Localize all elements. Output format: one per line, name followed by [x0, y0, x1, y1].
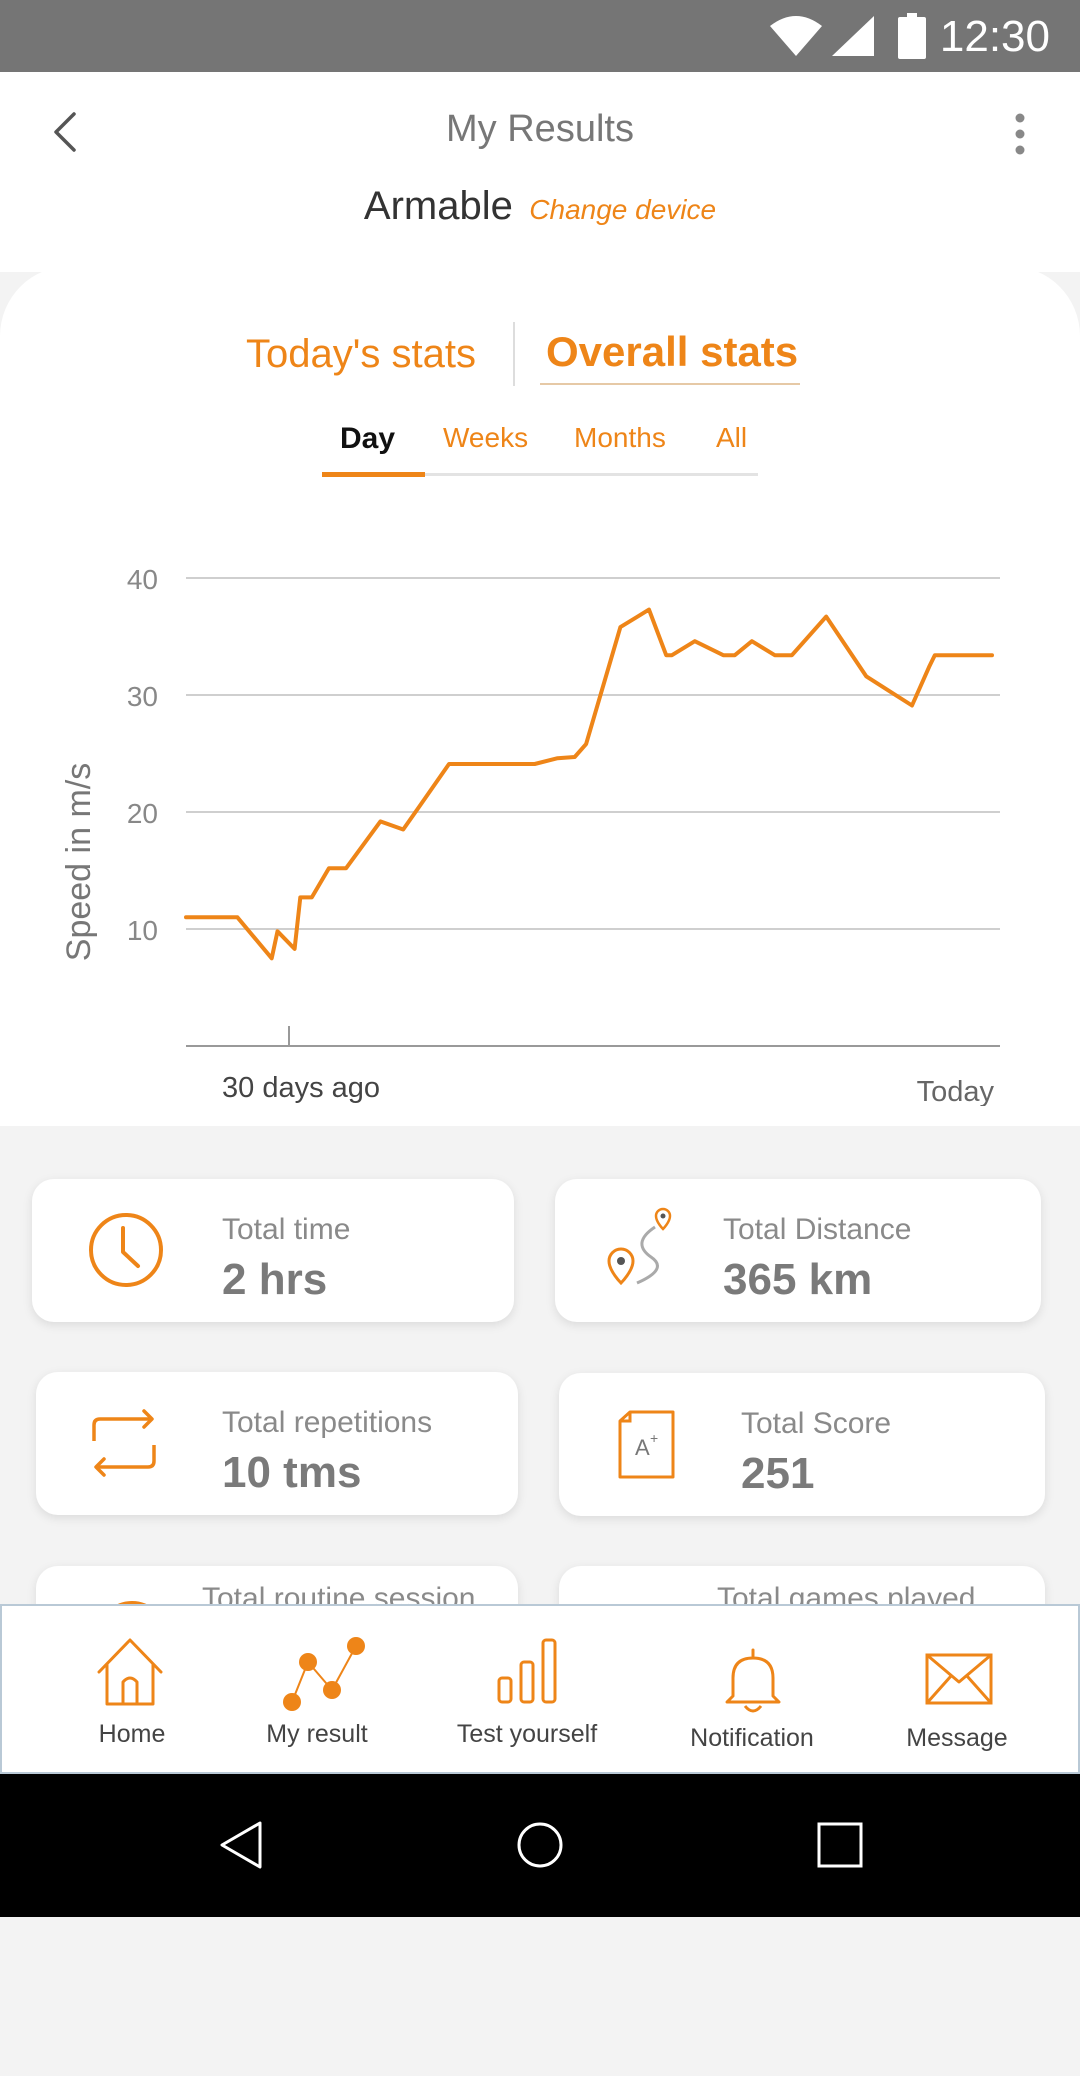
- y-tick-label: 30: [127, 681, 158, 712]
- nav-label: Notification: [690, 1724, 814, 1752]
- route-icon: [607, 1207, 672, 1286]
- nav-label: My result: [266, 1720, 368, 1748]
- system-recents-icon[interactable]: [817, 1822, 863, 1868]
- stat-card-total-repetitions: Total repetitions 10 tms: [36, 1372, 518, 1515]
- device-name: Armable: [363, 184, 513, 228]
- period-tabs: Day Weeks Months All: [322, 416, 758, 477]
- stat-value: 251: [741, 1449, 815, 1498]
- nav-test-yourself[interactable]: Test yourself: [442, 1606, 612, 1776]
- stat-card-total-time: Total time 2 hrs: [32, 1179, 514, 1322]
- device-row: Armable Change device: [0, 184, 1080, 229]
- speed-series-line: [184, 607, 994, 961]
- x-tick-label: Today: [917, 1076, 995, 1106]
- system-home-icon[interactable]: [515, 1820, 565, 1870]
- nav-label: Test yourself: [456, 1720, 598, 1748]
- system-navigation-bar: [0, 1774, 1080, 1917]
- score-icon: A +: [618, 1410, 675, 1479]
- stats-card: Today's stats Overall stats Day Weeks Mo…: [0, 266, 1080, 1126]
- clock-time: 12:30: [939, 12, 1050, 61]
- tab-months[interactable]: Months: [574, 422, 666, 453]
- signal-icon: [832, 16, 874, 56]
- tab-weeks[interactable]: Weeks: [443, 422, 529, 453]
- nav-my-result[interactable]: My result: [242, 1606, 392, 1776]
- app-header: My Results Armable Change device: [0, 72, 1080, 272]
- stat-card-total-score: A + Total Score 251: [559, 1373, 1045, 1516]
- page-title: My Results: [446, 108, 634, 150]
- bar-chart-icon: [497, 1638, 557, 1704]
- svg-text:A: A: [635, 1435, 650, 1460]
- y-tick-label: 40: [127, 564, 158, 595]
- tab-day[interactable]: Day: [340, 422, 396, 455]
- tab-overall-stats[interactable]: Overall stats: [546, 328, 799, 375]
- change-device-link[interactable]: Change device: [529, 194, 717, 225]
- bell-icon: [725, 1648, 781, 1713]
- stat-label: Total Score: [741, 1407, 892, 1440]
- stat-value: 2 hrs: [222, 1255, 328, 1304]
- stat-value: 10 tms: [222, 1448, 362, 1497]
- stat-label: Total Distance: [723, 1213, 912, 1246]
- stats-tabs: Today's stats Overall stats: [0, 296, 1080, 386]
- system-back-icon[interactable]: [218, 1820, 264, 1870]
- stat-value: 365 km: [723, 1255, 873, 1304]
- stat-label: Total repetitions: [222, 1406, 433, 1439]
- result-icon: [283, 1637, 365, 1711]
- battery-icon: [898, 13, 926, 59]
- tab-all[interactable]: All: [716, 422, 748, 453]
- repeat-icon: [92, 1409, 156, 1477]
- y-tick-label: 20: [127, 798, 158, 829]
- envelope-icon: [925, 1653, 993, 1705]
- stat-label: Total time: [222, 1213, 351, 1246]
- nav-notification[interactable]: Notification: [667, 1606, 837, 1776]
- y-axis-label: Speed in m/s: [60, 763, 98, 961]
- y-tick-label: 10: [127, 915, 158, 946]
- wifi-icon: [770, 16, 822, 56]
- svg-text:+: +: [650, 1430, 658, 1446]
- clock-icon: [89, 1213, 163, 1287]
- status-bar: 12:30: [0, 0, 1080, 72]
- speed-chart: 10 20 30 40 Speed in m/s 30 days ago Today: [60, 564, 1000, 1106]
- nav-message[interactable]: Message: [882, 1606, 1032, 1776]
- more-options-icon[interactable]: [1010, 110, 1030, 160]
- tab-divider: [513, 322, 515, 386]
- overall-tab-underline: [540, 383, 800, 385]
- nav-home[interactable]: Home: [62, 1606, 202, 1776]
- nav-label: Home: [98, 1720, 166, 1748]
- back-icon[interactable]: [40, 104, 96, 160]
- bottom-navigation: Home My result Test yourself: [0, 1604, 1080, 1774]
- active-period-indicator: [322, 472, 425, 477]
- x-tick-label: 30 days ago: [222, 1072, 380, 1104]
- nav-label: Message: [906, 1724, 1008, 1752]
- home-icon: [97, 1638, 163, 1706]
- stat-card-total-distance: Total Distance 365 km: [555, 1179, 1041, 1322]
- tab-todays-stats[interactable]: Today's stats: [246, 332, 476, 376]
